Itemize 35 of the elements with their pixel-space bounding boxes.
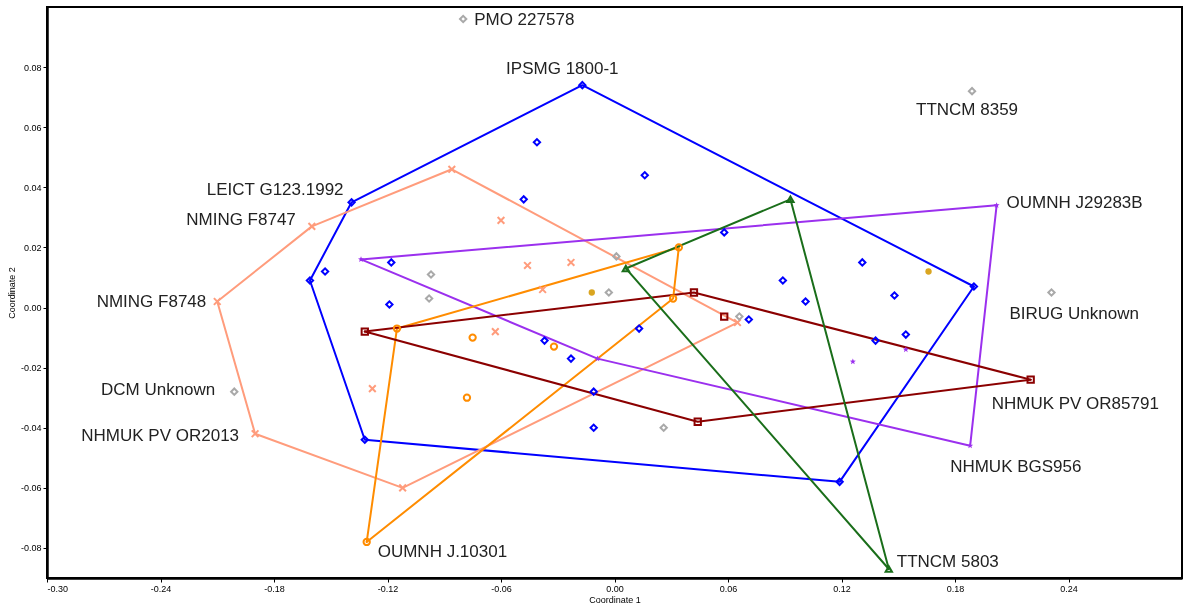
annotation: DCM Unknown (100, 379, 216, 399)
x-tick-label: 0.18 (946, 583, 965, 594)
x-axis-title: Coordinate 1 (589, 594, 641, 605)
y-tick-label: -0.04 (20, 423, 42, 434)
annotation: NHMUK BGS956 (950, 456, 1082, 476)
x-tick-label: -0.12 (377, 583, 399, 594)
y-tick-label: 0.00 (23, 303, 42, 314)
x-tick-label: -0.06 (491, 583, 512, 594)
y-tick-label: 0.08 (23, 62, 42, 73)
y-tick-label: -0.08 (20, 543, 42, 554)
annotation: NHMUK PV OR2013 (81, 425, 240, 445)
x-tick-label: 0.06 (719, 583, 738, 594)
y-tick-label: -0.06 (20, 483, 42, 494)
x-tick-label: -0.30 (47, 583, 69, 594)
x-tick-label: 0.24 (1060, 583, 1078, 594)
annotation: NMING F8747 (186, 210, 296, 230)
y-axis-title: Coordinate 2 (6, 267, 17, 319)
y-tick-label: -0.02 (20, 363, 42, 374)
annotation: OUMNH J29283B (1006, 193, 1143, 213)
x-tick-label: 0.12 (833, 583, 851, 594)
annotation: NHMUK PV OR85791 (991, 393, 1159, 413)
x-tick-label: -0.24 (150, 583, 172, 594)
x-tick-label: -0.18 (264, 583, 285, 594)
annotation: TTNCM 5803 (896, 551, 999, 571)
annotation: NMING F8748 (96, 291, 207, 311)
annotation: PMO 227578 (474, 10, 575, 30)
y-tick-label: 0.04 (23, 182, 42, 193)
annotation: IPSMG 1800-1 (506, 59, 619, 79)
y-tick-label: 0.06 (23, 122, 42, 133)
annotation: BIRUG Unknown (1009, 303, 1139, 323)
annotation: TTNCM 8359 (916, 100, 1019, 120)
y-tick-label: 0.02 (23, 242, 42, 253)
annotation: OUMNH J.10301 (377, 541, 508, 561)
annotation: LEICT G123.1992 (206, 180, 344, 200)
x-tick-label: 0.00 (606, 583, 624, 594)
